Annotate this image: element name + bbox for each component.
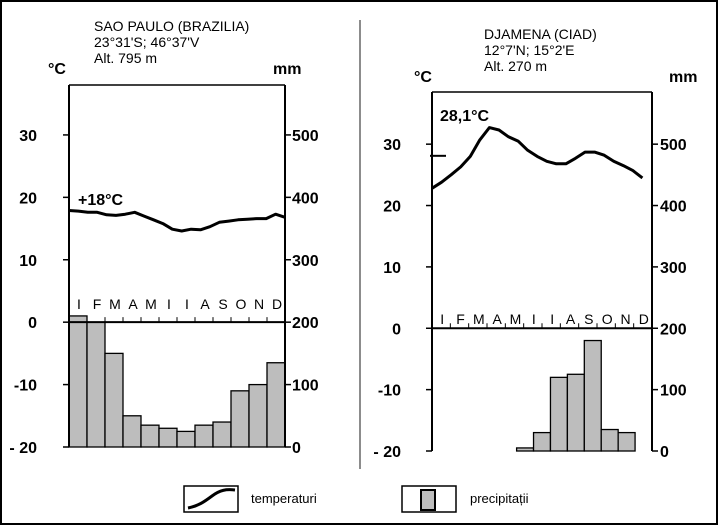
temperature-tick-label: 30 [19,128,37,145]
precipitation-bar [230,390,250,448]
precipitation-bar [248,383,268,448]
precipitation-tick-label: 0 [292,440,301,457]
station-title: SAO PAULO (BRAZILIA) [94,18,249,34]
mean-temperature-annotation: +18°C [78,192,124,209]
station-altitude: Alt. 795 m [94,50,157,66]
precipitation-bar [176,430,196,448]
precipitation-unit-label: mm [273,61,301,78]
precipitation-tick-label: 100 [292,378,319,395]
temperature-tick-label: 0 [28,315,37,332]
temperature-tick-label: 20 [383,199,401,216]
precipitation-tick-label: 400 [292,190,319,207]
precipitation-tick-label: 100 [660,383,687,400]
climogram-djamena: DJAMENA (CIAD) 12°7'N; 15°2'E Alt. 270 m… [373,26,697,461]
temperature-curve [68,209,286,233]
month-label: M [109,296,121,312]
precipitation-bar [600,428,619,452]
month-label: F [93,296,102,312]
precipitation-bar [86,321,106,448]
precipitation-bar-icon [420,489,436,511]
precipitation-bar [266,362,286,448]
precipitation-tick-label: 300 [292,253,319,270]
precipitation-tick-label: 200 [292,315,319,332]
precipitation-bar [104,352,124,448]
precipitation-bar [158,427,178,448]
precipitation-tick-label: 400 [660,199,687,216]
precipitation-tick-label: 200 [660,321,687,338]
temperature-curve [431,126,644,190]
temperature-tick-label: 30 [383,137,401,154]
precipitation-tick-label: 500 [292,128,319,145]
month-label: S [584,311,593,327]
month-label: M [510,311,522,327]
month-label: A [566,311,576,327]
temperature-tick-label: 10 [383,260,401,277]
station-coordinates: 12°7'N; 15°2'E [484,42,575,58]
month-label: A [200,296,210,312]
station-coordinates: 23°31'S; 46°37'V [94,34,200,50]
month-label: D [639,311,649,327]
precipitation-bar [549,376,569,452]
temperature-tick-label: 0 [392,321,401,338]
legend-precipitation-label: precipitații [470,491,529,506]
month-label: I [550,311,554,327]
month-label: M [145,296,157,312]
legend-temperature-label: temperaturi [251,491,317,506]
precipitation-bar [140,424,160,448]
precipitation-tick-label: 0 [660,444,669,461]
month-label: A [492,311,502,327]
month-label: N [254,296,264,312]
month-label: I [440,311,444,327]
month-label: O [602,311,613,327]
precipitation-tick-label: 500 [660,137,687,154]
temperature-line-icon [187,488,236,510]
month-label: O [236,296,247,312]
precipitation-bar [212,421,232,448]
month-label: F [456,311,465,327]
temperature-unit-label: °C [414,69,432,86]
temperature-tick-label: 10 [19,253,37,270]
legend-precipitation: precipitații [401,485,529,513]
precipitation-tick-label: 300 [660,260,687,277]
mean-temperature-annotation: 28,1°C [440,108,490,125]
precipitation-bar [515,447,535,452]
precipitation-bar [532,431,552,452]
month-label: A [128,296,138,312]
month-label: I [532,311,536,327]
month-label: I [167,296,171,312]
temperature-tick-label: -10 [378,383,401,400]
temperature-tick-label: - 20 [373,444,401,461]
precipitation-bar [194,424,214,448]
month-label: I [185,296,189,312]
legend: temperaturi precipitații [183,485,529,513]
temperature-tick-label: - 20 [9,440,37,457]
precipitation-bar [583,339,602,452]
month-label: S [218,296,227,312]
temperature-unit-label: °C [48,61,66,78]
precipitation-bar [68,315,88,448]
station-title: DJAMENA (CIAD) [484,26,597,42]
temperature-tick-label: -10 [14,378,37,395]
legend-temperature: temperaturi [183,485,317,513]
month-label: M [473,311,485,327]
month-label: N [620,311,630,327]
station-altitude: Alt. 270 m [484,58,547,74]
precipitation-bar [566,373,585,452]
month-label: I [77,296,81,312]
precipitation-unit-label: mm [669,69,697,86]
climogram-sao-paulo: SAO PAULO (BRAZILIA) 23°31'S; 46°37'V Al… [9,18,318,457]
temperature-tick-label: 20 [19,190,37,207]
precipitation-bar [617,431,636,452]
precipitation-bar [122,415,142,448]
month-label: D [272,296,282,312]
